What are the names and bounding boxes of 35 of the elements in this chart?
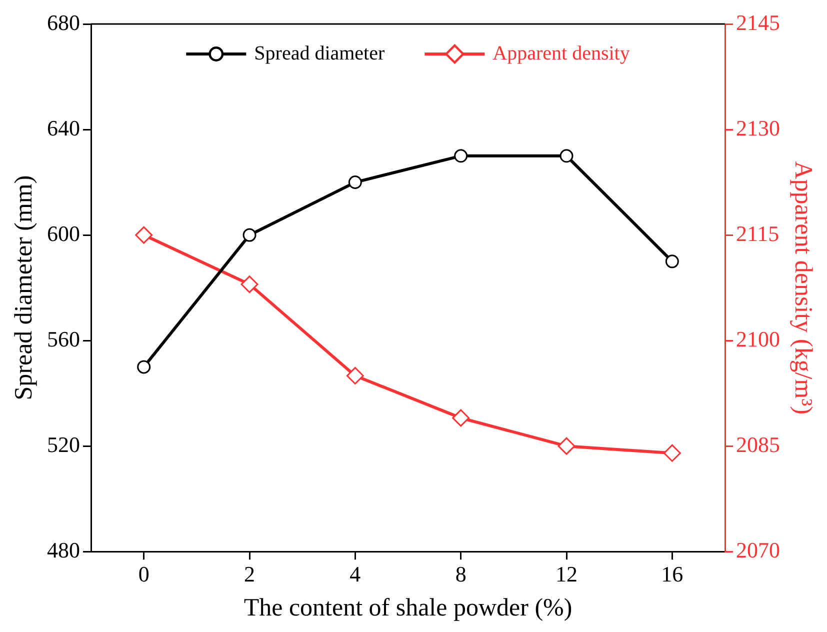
y2-tick-label: 2145 xyxy=(736,10,780,35)
point xyxy=(346,366,364,384)
y-tick-label: 640 xyxy=(47,115,80,140)
point xyxy=(665,254,679,268)
point xyxy=(137,360,151,374)
x-tick-label: 2 xyxy=(244,562,255,587)
y-tick-label: 520 xyxy=(47,432,80,457)
y2-tick-label: 2130 xyxy=(736,115,780,140)
point xyxy=(452,409,470,427)
y-tick-label: 680 xyxy=(47,10,80,35)
y-tick-label: 600 xyxy=(47,220,80,246)
legend-label: Apparent density xyxy=(492,42,630,64)
legend-label: Spread diameter xyxy=(254,42,385,64)
x-tick-label: 16 xyxy=(661,562,684,587)
y2-tick-label: 2085 xyxy=(736,432,780,457)
point xyxy=(135,226,153,244)
point xyxy=(558,437,576,455)
y2-tick-label: 2100 xyxy=(736,326,780,352)
y2-tick-label: 2115 xyxy=(736,220,780,246)
point xyxy=(663,444,681,462)
point xyxy=(348,176,362,190)
point xyxy=(560,149,574,163)
y-axis-title: Spread diameter (mm) xyxy=(10,175,38,400)
y-tick-label: 560 xyxy=(47,326,80,352)
point xyxy=(242,228,256,242)
x-tick-label: 12 xyxy=(556,562,578,587)
point xyxy=(240,276,258,294)
y2-axis-title: Apparent density (kg/m³) xyxy=(789,161,816,414)
y2-tick-label: 2070 xyxy=(736,537,780,562)
x-tick-label: 0 xyxy=(138,562,150,587)
x-tick-label: 8 xyxy=(455,562,466,587)
x-tick-label: 4 xyxy=(350,562,361,587)
x-axis-title: The content of shale powder (%) xyxy=(244,594,572,622)
y-tick-label: 480 xyxy=(47,537,80,562)
point xyxy=(454,149,468,163)
